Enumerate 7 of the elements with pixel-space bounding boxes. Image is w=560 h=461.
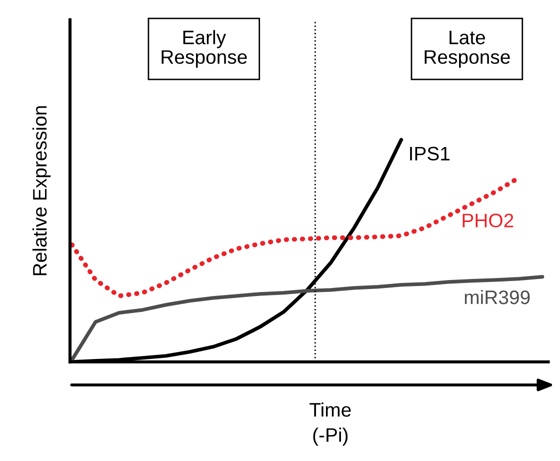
series-label: miR399 [464, 290, 530, 304]
text: Early Response [162, 30, 247, 68]
series-label: PHO2 [462, 214, 514, 228]
y-axis-title: Relative Expression [32, 106, 51, 276]
text: Late Response [424, 30, 510, 68]
series-label: IPS1 [410, 146, 450, 161]
x-axis-title: Time (-Pi) [310, 402, 351, 446]
